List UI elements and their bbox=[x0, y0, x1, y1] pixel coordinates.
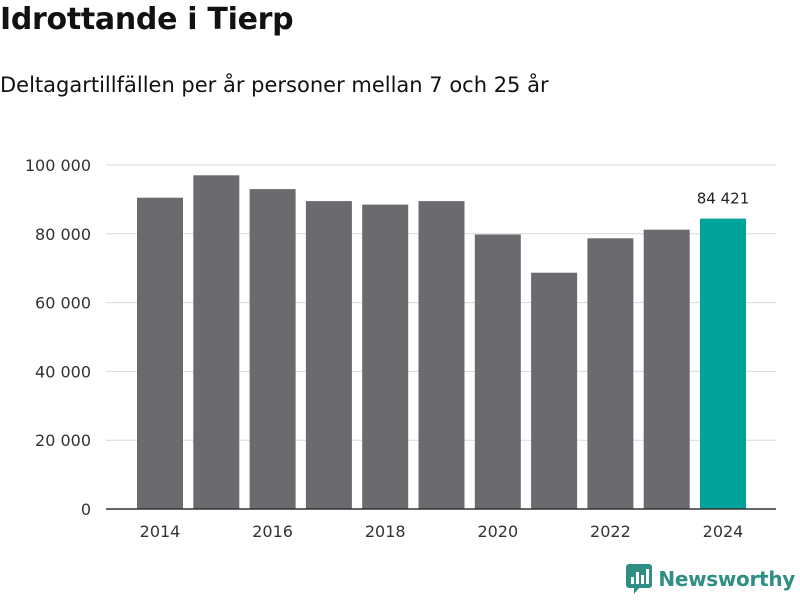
bar-2024 bbox=[700, 218, 746, 509]
chart-subtitle: Deltagartillfällen per år personer mella… bbox=[0, 73, 549, 97]
bar-2017 bbox=[305, 201, 352, 509]
bar-2019 bbox=[418, 201, 465, 509]
bar-2023 bbox=[643, 229, 690, 509]
bar-2018 bbox=[362, 204, 409, 509]
y-tick-label: 40 000 bbox=[35, 362, 91, 381]
newsworthy-brand: Newsworthy bbox=[626, 564, 795, 594]
y-tick-label: 60 000 bbox=[35, 294, 91, 313]
bar-2020 bbox=[474, 234, 521, 509]
bar-chart: 0 20 000 40 000 60 000 80 000 100 000 2014 2016… bbox=[25, 156, 776, 541]
bar-2015 bbox=[193, 175, 240, 510]
y-tick-label: 20 000 bbox=[35, 431, 91, 450]
bar-2014 bbox=[137, 197, 183, 509]
x-tick-label: 2016 bbox=[252, 522, 293, 541]
bar-2021 bbox=[531, 272, 578, 509]
x-tick-label: 2018 bbox=[365, 522, 406, 541]
x-tick-label: 2024 bbox=[703, 522, 744, 541]
x-tick-label: 2014 bbox=[140, 522, 181, 541]
x-tick-label: 2022 bbox=[590, 522, 631, 541]
bar-2022 bbox=[587, 238, 634, 510]
bar-2016 bbox=[249, 189, 296, 509]
x-tick-label: 2020 bbox=[477, 522, 518, 541]
data-label: 84 421 bbox=[697, 190, 750, 208]
y-tick-label: 0 bbox=[81, 500, 91, 519]
chart-title: Idrottande i Tierp bbox=[0, 2, 294, 37]
newsworthy-logo-icon bbox=[626, 564, 653, 594]
y-tick-label: 100 000 bbox=[25, 156, 91, 175]
y-tick-label: 80 000 bbox=[35, 225, 91, 244]
newsworthy-brand-name: Newsworthy bbox=[658, 567, 795, 591]
